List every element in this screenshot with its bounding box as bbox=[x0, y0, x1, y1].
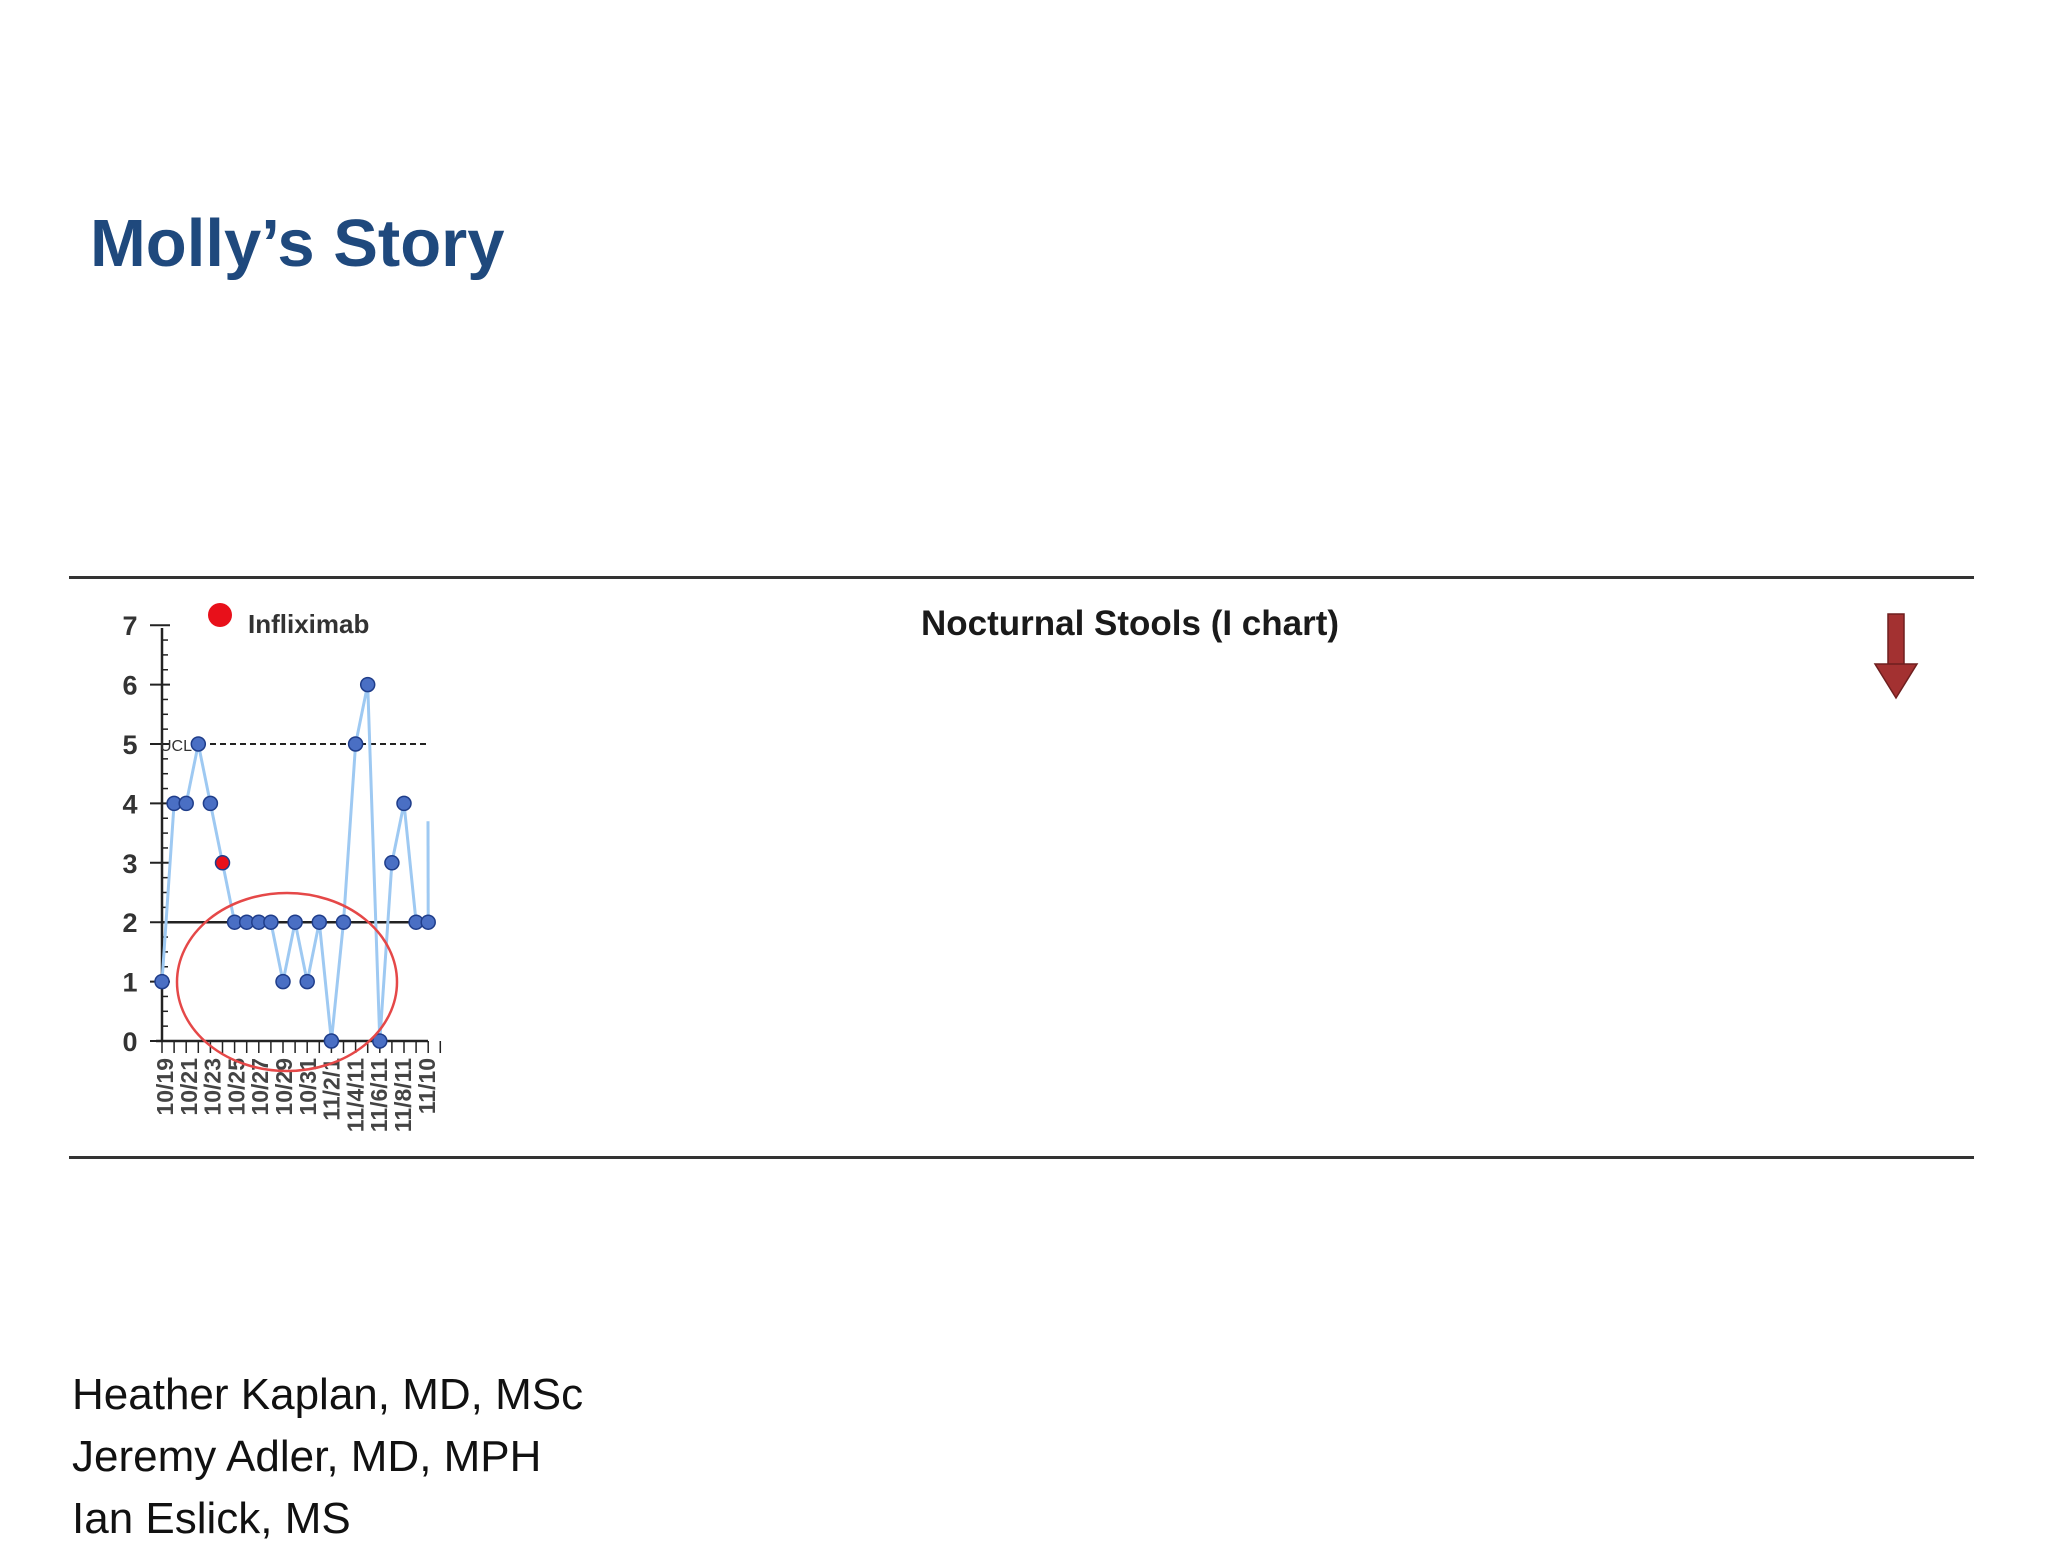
data-point bbox=[203, 796, 217, 810]
data-point bbox=[421, 915, 435, 929]
data-point bbox=[312, 915, 326, 929]
y-tick-labels: 0 1 2 3 4 5 6 7 bbox=[122, 611, 137, 1057]
data-point bbox=[264, 915, 278, 929]
author-list: Heather Kaplan, MD, MSc Jeremy Adler, MD… bbox=[72, 1364, 583, 1550]
data-point-infliximab bbox=[216, 856, 230, 870]
data-point bbox=[337, 915, 351, 929]
x-tick-label: 11/8/11 bbox=[390, 1058, 416, 1132]
data-point bbox=[288, 915, 302, 929]
y-tick-label: 2 bbox=[122, 908, 137, 938]
x-tick-label: 10/25 bbox=[223, 1058, 249, 1116]
y-tick-label: 6 bbox=[122, 671, 137, 701]
data-point bbox=[361, 678, 375, 692]
author-name: Ian Eslick, MS bbox=[72, 1488, 583, 1550]
y-tick-label: 5 bbox=[122, 730, 137, 760]
legend-infliximab-marker bbox=[208, 603, 232, 627]
ucl-label: UCL bbox=[160, 738, 192, 755]
chart-series bbox=[155, 678, 435, 1048]
x-tick-label: 10/19 bbox=[152, 1058, 178, 1116]
author-name: Jeremy Adler, MD, MPH bbox=[72, 1426, 583, 1488]
x-tick-labels: 10/1910/2110/2310/2510/2710/2910/3111/2/… bbox=[152, 1058, 440, 1132]
legend-infliximab-label: Infliximab bbox=[248, 609, 369, 639]
chart-legend: Infliximab bbox=[208, 603, 369, 639]
data-point bbox=[385, 856, 399, 870]
y-tick-label: 3 bbox=[122, 849, 137, 879]
y-tick-label: 4 bbox=[122, 789, 137, 819]
x-tick-label: 10/23 bbox=[200, 1058, 226, 1116]
y-tick-label: 7 bbox=[122, 611, 137, 641]
data-point bbox=[276, 975, 290, 989]
x-tick-label: 11/4/11 bbox=[342, 1058, 368, 1132]
author-name: Heather Kaplan, MD, MSc bbox=[72, 1364, 583, 1426]
x-tick-label: 10/21 bbox=[176, 1058, 202, 1116]
down-arrow-icon bbox=[1872, 612, 1920, 702]
data-point bbox=[300, 975, 314, 989]
data-point bbox=[179, 796, 193, 810]
data-point bbox=[349, 737, 363, 751]
data-point bbox=[397, 796, 411, 810]
y-tick-label: 1 bbox=[122, 968, 137, 998]
y-tick-label: 0 bbox=[122, 1027, 137, 1057]
data-point bbox=[155, 975, 169, 989]
x-tick-label: 10/29 bbox=[271, 1058, 297, 1116]
x-tick-label: 11/10 bbox=[414, 1058, 440, 1114]
x-tick-label: 11/6/11 bbox=[366, 1058, 392, 1132]
data-point bbox=[324, 1034, 338, 1048]
data-point bbox=[191, 737, 205, 751]
